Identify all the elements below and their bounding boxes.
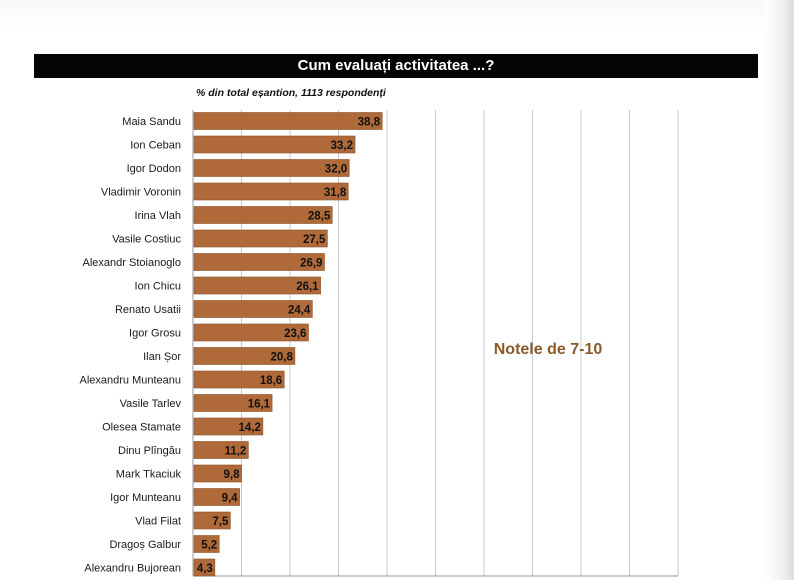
data-label: 31,8 (324, 187, 347, 199)
bar (193, 112, 383, 130)
category-label: Ion Ceban (130, 140, 181, 152)
chart-subtitle: % din total eșantion, 1113 respondenți (196, 87, 386, 99)
data-label: 23,6 (284, 328, 306, 340)
data-label: 26,1 (296, 281, 319, 293)
chart-title: Cum evaluați activitatea ...? (34, 54, 758, 78)
data-label: 26,9 (300, 258, 322, 270)
category-label: Ion Chicu (135, 281, 181, 293)
data-label: 7,5 (212, 516, 229, 528)
category-label: Vlad Filat (135, 516, 181, 528)
data-label: 4,3 (197, 563, 213, 575)
data-label: 24,4 (288, 305, 311, 317)
chart-annotation: Notele de 7-10 (494, 341, 603, 358)
data-label: 18,6 (260, 375, 282, 387)
data-label: 33,2 (331, 140, 353, 152)
category-label: Igor Dodon (127, 163, 181, 175)
category-label: Alexandru Munteanu (79, 375, 181, 387)
bar (193, 135, 356, 154)
category-label: Vladimir Voronin (101, 187, 181, 199)
data-label: 32,0 (325, 164, 347, 176)
bar (193, 253, 325, 271)
bar (193, 229, 328, 248)
data-label: 16,1 (248, 399, 271, 411)
category-label: Ilan Șor (143, 351, 181, 363)
bar (193, 276, 321, 295)
bar (193, 488, 240, 506)
category-label: Igor Grosu (129, 328, 181, 340)
category-label: Renato Usatii (115, 304, 181, 316)
category-label: Vasile Costiuc (112, 234, 181, 246)
category-label: Irina Vlah (135, 210, 181, 222)
category-label: Maia Sandu (122, 116, 181, 128)
data-label: 9,4 (222, 493, 239, 505)
bar (193, 182, 349, 201)
category-label: Vasile Tarlev (120, 398, 182, 410)
bar (193, 417, 264, 436)
bar (193, 464, 242, 483)
category-label: Mark Tkaciuk (116, 469, 182, 481)
bar (193, 558, 216, 577)
category-label: Alexandr Stoianoglo (83, 257, 181, 269)
data-label: 11,2 (225, 446, 247, 458)
bar (193, 394, 273, 412)
window-top-edge (0, 0, 794, 30)
data-label: 14,2 (238, 422, 260, 434)
category-label: Dinu Plîngău (118, 445, 181, 457)
bar (193, 347, 296, 365)
bar (193, 300, 313, 318)
bar (193, 206, 333, 224)
data-label: 28,5 (308, 211, 331, 223)
bar (193, 159, 350, 177)
bar (193, 535, 220, 553)
bar (193, 441, 249, 459)
data-label: 38,8 (358, 117, 381, 129)
data-label: 27,5 (303, 234, 326, 246)
bar (193, 323, 309, 342)
window-right-edge (764, 0, 794, 580)
category-label: Dragoș Galbur (109, 539, 181, 551)
data-label: 20,8 (270, 352, 293, 364)
category-label: Olesea Stamate (102, 422, 181, 434)
category-label: Igor Munteanu (110, 492, 181, 504)
data-label: 5,2 (201, 540, 217, 552)
bar (193, 511, 231, 530)
data-label: 9,8 (224, 469, 241, 481)
bar (193, 370, 285, 389)
category-label: Alexandru Bujorean (84, 563, 181, 575)
